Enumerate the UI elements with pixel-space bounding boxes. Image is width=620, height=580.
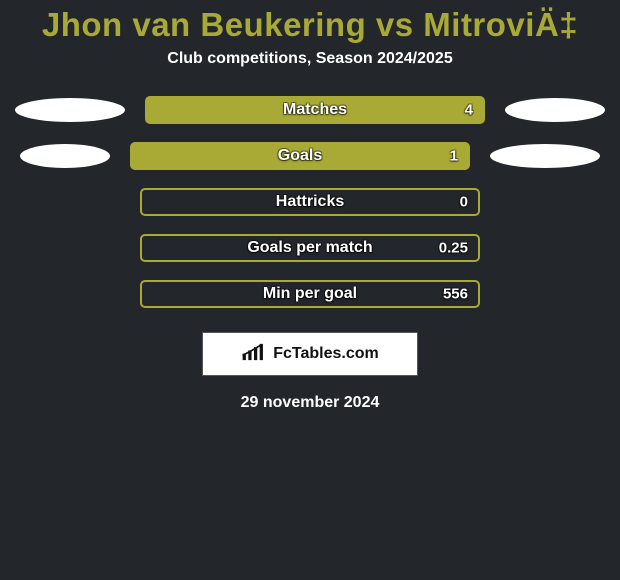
stat-row: Hattricks 0: [0, 188, 620, 216]
stat-value: 4: [465, 102, 473, 119]
stat-bar: Matches 4: [145, 96, 485, 124]
stat-label: Min per goal: [263, 285, 357, 303]
stat-value: 0: [460, 194, 468, 211]
stat-value: 1: [450, 148, 458, 165]
bar-chart-icon: [241, 341, 267, 368]
right-ellipse: [490, 144, 600, 168]
right-ellipse: [505, 98, 605, 122]
stat-bar: Hattricks 0: [140, 188, 480, 216]
stats-rows: Matches 4 Goals 1 Hattricks 0 Goals per match 0…: [0, 96, 620, 308]
comparison-title: Jhon van Beukering vs MitroviÄ‡: [42, 6, 578, 44]
date-line: 29 november 2024: [241, 394, 380, 412]
stat-bar: Goals per match 0.25: [140, 234, 480, 262]
stat-label: Hattricks: [276, 193, 344, 211]
left-ellipse: [20, 144, 110, 168]
stat-row: Min per goal 556: [0, 280, 620, 308]
stat-label: Goals: [278, 147, 322, 165]
comparison-subtitle: Club competitions, Season 2024/2025: [167, 50, 452, 68]
logo-box: FcTables.com: [202, 332, 418, 376]
stat-row: Goals 1: [0, 142, 620, 170]
stat-label: Matches: [283, 101, 347, 119]
left-ellipse: [15, 98, 125, 122]
logo-text: FcTables.com: [273, 345, 379, 363]
stat-row: Matches 4: [0, 96, 620, 124]
stat-bar: Min per goal 556: [140, 280, 480, 308]
stat-row: Goals per match 0.25: [0, 234, 620, 262]
stat-value: 556: [443, 286, 468, 303]
stat-bar: Goals 1: [130, 142, 470, 170]
stat-value: 0.25: [439, 240, 468, 257]
stat-label: Goals per match: [247, 239, 372, 257]
